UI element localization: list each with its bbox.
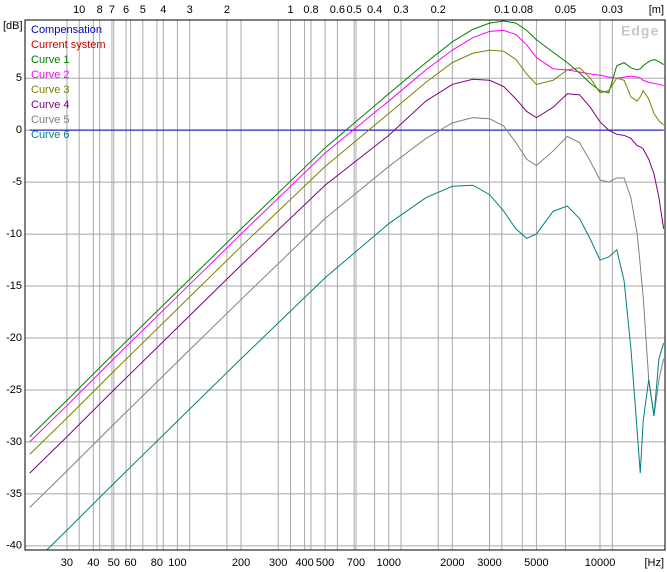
y-axis-label: [dB] [3,20,23,32]
grid [25,20,665,550]
x2-tick-label: 5 [140,4,146,16]
series-line [29,29,664,443]
y-tick-label: -35 [6,488,22,500]
x2-tick-label: 0.2 [431,4,446,16]
x2-tick-label: 0.1 [494,4,509,16]
x2-tick-label: 0.5 [346,4,361,16]
y-tick-label: -5 [12,176,22,188]
y-tick-label: -10 [6,228,22,240]
x2-tick-label: 2 [224,4,230,16]
x2-tick-label: 1 [287,4,293,16]
legend-label: Curve 5 [31,114,70,126]
x-tick-label: 30 [61,557,73,569]
x-tick-label: 10000 [585,557,616,569]
x-tick-label: 2000 [440,557,464,569]
legend-label: Curve 4 [31,99,70,111]
x-tick-label: 80 [151,557,163,569]
legend-label: Current system [31,39,106,51]
legend-label: Curve 2 [31,69,70,81]
x2-tick-label: 8 [97,4,103,16]
legend: Compensation Current system Curve 1 Curve 2… [31,24,106,141]
legend-label: Curve 6 [31,129,70,141]
y-tick-label: -20 [6,332,22,344]
x-tick-label: 60 [124,557,136,569]
x-tick-label: 1000 [376,557,400,569]
series-line [29,20,664,438]
x2-tick-label: 7 [109,4,115,16]
x2-tick-label: 0.6 [330,4,345,16]
x-axis-label: [Hz] [644,557,664,569]
x2-tick-label: 4 [160,4,166,16]
legend-label: Curve 3 [31,84,70,96]
x2-tick-label: 0.05 [555,4,576,16]
y-tick-label: -25 [6,384,22,396]
series-line [46,184,665,550]
x2-axis-label: [m] [649,4,664,16]
x2-tick-label: 10 [73,4,85,16]
x-tick-label: 3000 [477,557,501,569]
y-tick-label: 5 [16,72,22,84]
watermark: Edge [621,23,659,39]
x2-tick-label: 0.08 [512,4,533,16]
x-tick-label: 700 [347,557,365,569]
x2-tick-label: 0.8 [303,4,318,16]
y-tick-label: -40 [6,540,22,552]
x2-tick-label: 0.03 [602,4,623,16]
x-tick-label: 5000 [524,557,548,569]
plot-area [25,20,665,550]
x-tick-label: 400 [295,557,313,569]
series-line [29,49,664,455]
legend-label: Curve 1 [31,54,70,66]
y-tick-label: -15 [6,280,22,292]
lines [29,20,665,550]
x2-tick-label: 6 [123,4,129,16]
x2-tick-label: 0.3 [393,4,408,16]
legend-label: Compensation [31,24,102,36]
series-line [29,78,665,474]
x-tick-label: 300 [269,557,287,569]
x2-tick-label: 3 [187,4,193,16]
x2-tick-label: 0.4 [367,4,382,16]
plot-frame [24,19,666,551]
x-tick-label: 50 [108,557,120,569]
x-tick-label: 40 [87,557,99,569]
x-tick-label: 200 [232,557,250,569]
x-tick-label: 100 [168,557,186,569]
x-tick-label: 500 [316,557,334,569]
y-tick-label: -30 [6,436,22,448]
series-line [29,117,665,508]
y-tick-label: 0 [16,124,22,136]
